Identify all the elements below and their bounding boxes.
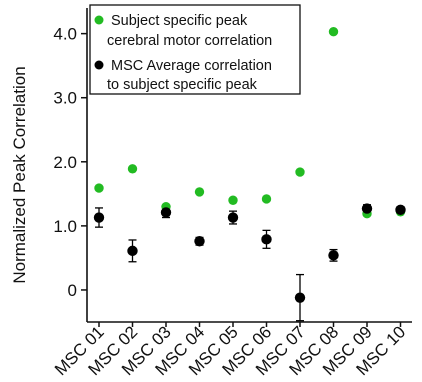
y-tick-label: 1.0 [53,217,77,236]
legend-box [89,4,301,95]
green-point [94,183,104,193]
black-point [395,204,406,216]
black-point [194,236,205,247]
green-point [127,164,138,174]
green-point [228,195,238,205]
legend-label-1-line2: cerebral motor correlation [107,33,272,49]
y-axis-title: Normalized Peak Correlation [10,66,29,283]
legend-marker-green [94,15,104,25]
black-point [160,207,172,218]
data-points [93,27,406,303]
legend-marker-black [94,60,104,70]
y-tick-label: 0 [68,281,77,300]
legend: Subject specific peak cerebral motor cor… [89,4,301,95]
y-tick-label: 4.0 [53,25,77,44]
black-point [328,250,339,261]
black-point [294,292,306,303]
y-tick-label: 3.0 [53,89,77,108]
green-point [194,187,205,197]
green-point [295,167,305,177]
legend-label-2-line1: MSC Average correlation [111,58,272,74]
y-tick-label: 2.0 [53,153,77,172]
legend-label-1-line1: Subject specific peak [111,13,248,29]
black-point [361,203,373,214]
y-ticks: 0 1.0 2.0 3.0 4.0 [53,25,87,300]
black-point [227,212,239,223]
black-point [261,234,272,245]
black-point [93,212,105,223]
error-bars [95,204,405,322]
black-point [127,245,138,257]
legend-label-2-line2: to subject specific peak [107,77,258,93]
green-point [328,27,339,37]
green-point [261,194,272,204]
